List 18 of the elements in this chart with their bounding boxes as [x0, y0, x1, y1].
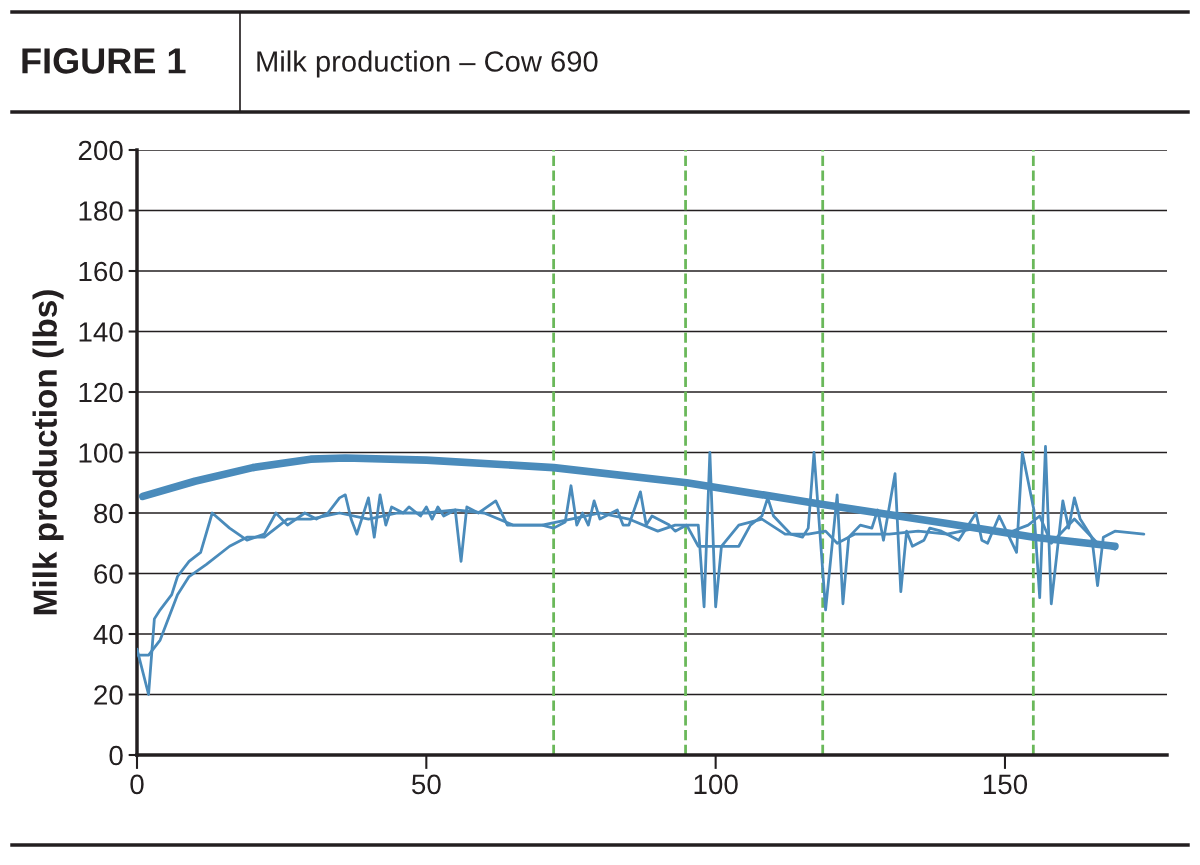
chart-title: FIGURE 1	[22, 48, 186, 74]
x-tick-label: 150	[983, 774, 1028, 795]
chart-subtitle: Milk production – Cow 690	[257, 50, 598, 78]
y-tick-label: 100	[79, 443, 123, 463]
y-tick-label: 20	[94, 685, 123, 705]
y-tick-label: 120	[79, 382, 123, 403]
y-tick-label: 140	[79, 322, 123, 342]
y-tick-label: 80	[94, 503, 123, 524]
y-tick-label: 0	[109, 745, 123, 766]
y-tick-label: 60	[94, 564, 123, 584]
y-tick-label: 160	[79, 261, 123, 282]
y-tick-label: 180	[79, 201, 123, 221]
x-tick-label: 50	[411, 774, 441, 795]
y-tick-label: 200	[78, 140, 123, 161]
x-tick-label: 100	[694, 774, 738, 795]
y-axis-title: Milk production (lbs)	[32, 290, 64, 615]
x-tick-label: 0	[130, 774, 144, 795]
y-tick-label: 40	[93, 624, 123, 645]
